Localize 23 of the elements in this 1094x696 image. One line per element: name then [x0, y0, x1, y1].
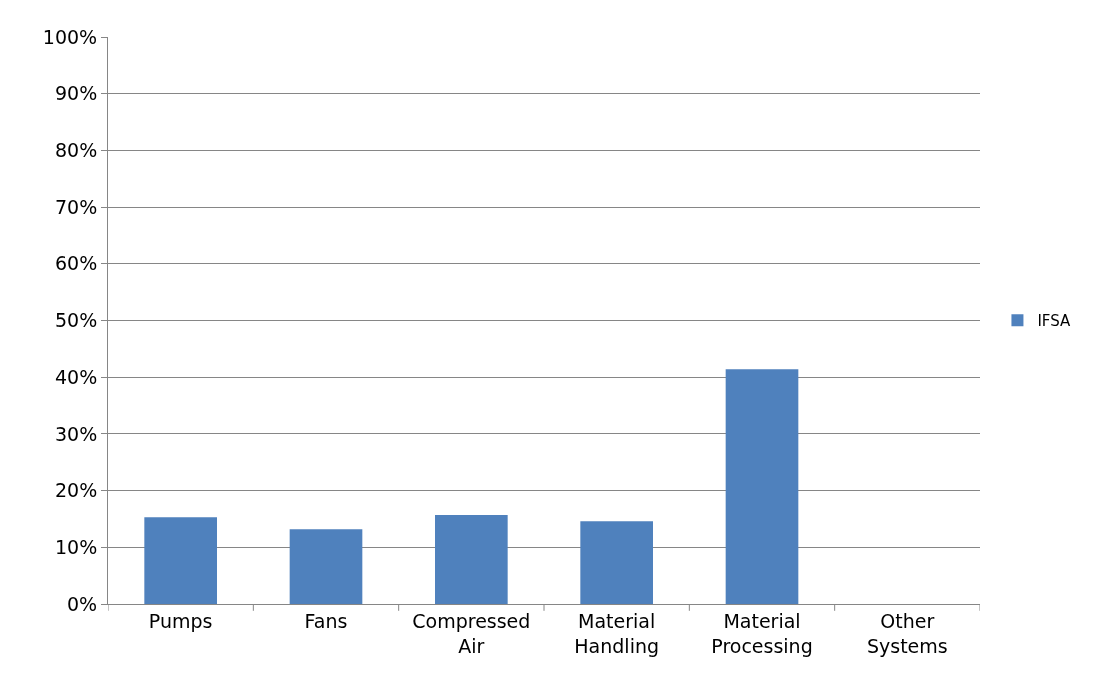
- y-tick-label: 30%: [54, 422, 98, 445]
- y-tick-label: 80%: [54, 139, 98, 162]
- y-tick-label: 50%: [54, 309, 98, 332]
- x-tick-label: Material Processing: [711, 609, 813, 657]
- bar: [725, 369, 799, 604]
- x-tick-label: Fans: [304, 609, 348, 632]
- bar: [435, 514, 508, 604]
- y-tick-label: 20%: [54, 479, 98, 502]
- y-tick-label: 10%: [54, 535, 98, 558]
- y-tick-label: 70%: [54, 195, 98, 218]
- x-tick-label: Compressed Air: [412, 609, 531, 657]
- legend-label: IFSA: [1037, 312, 1072, 331]
- y-tick-label: 60%: [54, 252, 98, 275]
- y-tick-label: 0%: [67, 592, 98, 615]
- x-tick-label: Other Systems: [866, 609, 948, 657]
- x-tick-label: Pumps: [148, 609, 213, 632]
- bar: [144, 517, 217, 604]
- y-tick-label: 40%: [54, 365, 98, 388]
- bar: [580, 521, 653, 604]
- y-tick-label: 90%: [54, 82, 98, 105]
- y-tick-label: 100%: [42, 25, 98, 48]
- bar: [289, 529, 363, 604]
- x-tick-label: Material Handling: [574, 609, 660, 657]
